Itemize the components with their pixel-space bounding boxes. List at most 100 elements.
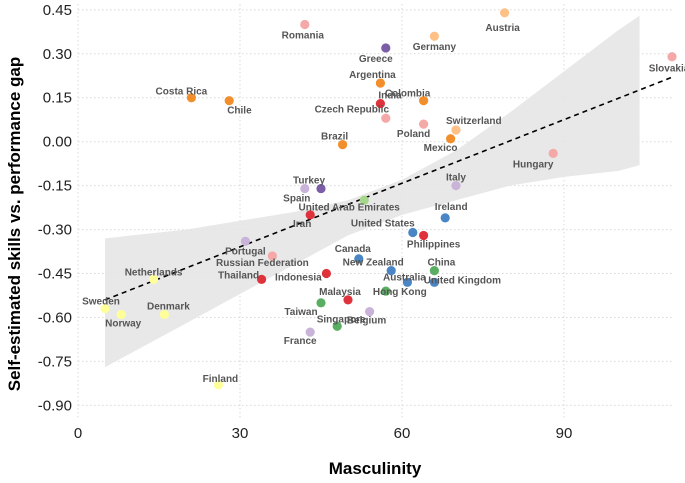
point-singapore [332,321,342,331]
point-label-switzerland: Switzerland [446,116,502,127]
point-united-states [408,227,418,238]
point-label-taiwan: Taiwan [284,307,317,318]
point-spain [300,183,310,194]
point-label-slovakia: Slovakia [649,64,685,75]
point-label-portugal: Portugal [225,246,266,257]
point-label-netherlands: Netherlands [125,267,183,278]
point-slovakia [667,52,677,62]
y-tick-label-3: 0.00 [43,134,72,151]
point-czech-republic [381,113,391,123]
point-netherlands [149,274,159,284]
trend-line [104,76,673,301]
y-tick-label-5: -0.30 [38,222,72,239]
trend-line-layer [104,76,673,301]
point-malaysia [343,295,353,305]
point-united-arab-emirates [359,195,369,205]
point-italy [451,181,461,191]
point-turkey [316,183,326,194]
point-iran [305,210,315,220]
point-label-sweden: Sweden [82,297,120,308]
point-label-romania: Romania [282,31,325,42]
point-argentina [375,78,385,88]
point-romania [300,19,310,30]
point-labels-layer: Austria Romania Germany Greece Slovakia Argen… [82,23,685,385]
point-sweden [100,304,110,314]
confidence-band-layer [105,15,640,368]
point-poland [419,119,429,129]
x-tick-label-1: 30 [232,425,249,442]
point-costa-rica [186,93,196,103]
point-australia [402,277,412,287]
point-russian-federation [267,251,277,261]
y-tick-label-6: -0.45 [38,266,72,283]
point-label-russian-federation: Russian Federation [216,258,309,269]
point-china [429,265,439,276]
point-chile [224,96,234,106]
point-label-finland: Finland [203,374,239,385]
point-greece [381,43,391,53]
point-hungary [548,148,558,159]
y-tick-label-9: -0.90 [38,397,72,414]
confidence-band [105,15,640,368]
point-label-indonesia: Indonesia [275,273,322,284]
point-label-mexico: Mexico [424,143,458,154]
point-label-argentina: Argentina [349,70,396,81]
point-label-spain: Spain [283,194,310,205]
point-label-norway: Norway [105,319,142,330]
point-label-belgium: Belgium [347,316,387,327]
point-label-china: China [428,258,456,269]
point-portugal [240,236,250,246]
y-tick-label-0: 0.45 [43,2,72,19]
point-mexico [446,134,456,144]
x-axis-title: Masculinity [329,459,422,478]
point-india [375,99,385,109]
y-axis-title: Self-estimated skills vs. performance ga… [5,57,24,391]
point-label-turkey: Turkey [293,176,325,187]
point-belgium [365,307,375,317]
point-label-ireland: Ireland [435,202,468,213]
point-label-united-kingdom: United Kingdom [424,275,501,286]
x-tick-label-3: 90 [556,425,573,442]
point-label-iran: Iran [293,219,311,230]
point-label-costa-rica: Costa Rica [156,87,208,98]
point-label-denmark: Denmark [147,302,190,313]
points-layer [100,8,677,390]
point-denmark [159,309,169,320]
point-label-united-states: United States [351,219,415,230]
point-label-brazil: Brazil [321,132,348,143]
point-label-greece: Greece [359,54,393,65]
point-germany [429,31,439,41]
point-label-germany: Germany [413,42,457,53]
point-label-chile: Chile [227,106,252,117]
y-tick-label-2: 0.15 [43,90,72,107]
point-norway [116,309,126,320]
x-tick-label-2: 60 [394,425,411,442]
point-label-singapore: Singapore [317,314,366,325]
point-label-new-zealand: New Zealand [343,258,404,269]
point-label-canada: Canada [335,244,372,255]
point-ireland [440,213,450,223]
tick-labels-layer: 0.45 0.30 0.15 0.00 -0.15 -0.30 -0.45 -0.60 -0.7… [38,2,573,442]
point-label-czech-republic: Czech Republic [315,104,390,115]
point-label-france: France [284,336,317,347]
point-label-malaysia: Malaysia [319,287,361,298]
point-label-austria: Austria [485,23,520,34]
point-label-poland: Poland [397,129,430,140]
point-label-hong-kong: Hong Kong [373,287,427,298]
y-tick-label-1: 0.30 [43,46,72,63]
point-label-philippines: Philippines [407,239,461,250]
point-label-australia: Australia [383,272,426,283]
y-tick-label-8: -0.75 [38,353,72,370]
point-philippines [419,230,429,241]
y-tick-label-7: -0.60 [38,309,72,326]
point-label-hungary: Hungary [513,159,554,170]
point-taiwan [316,298,326,308]
point-label-thailand: Thailand [218,270,259,281]
point-austria [500,8,510,18]
point-thailand [257,274,267,284]
point-canada [354,254,364,264]
point-france [305,327,315,337]
point-hong-kong [381,286,391,296]
point-new-zealand [386,265,396,276]
